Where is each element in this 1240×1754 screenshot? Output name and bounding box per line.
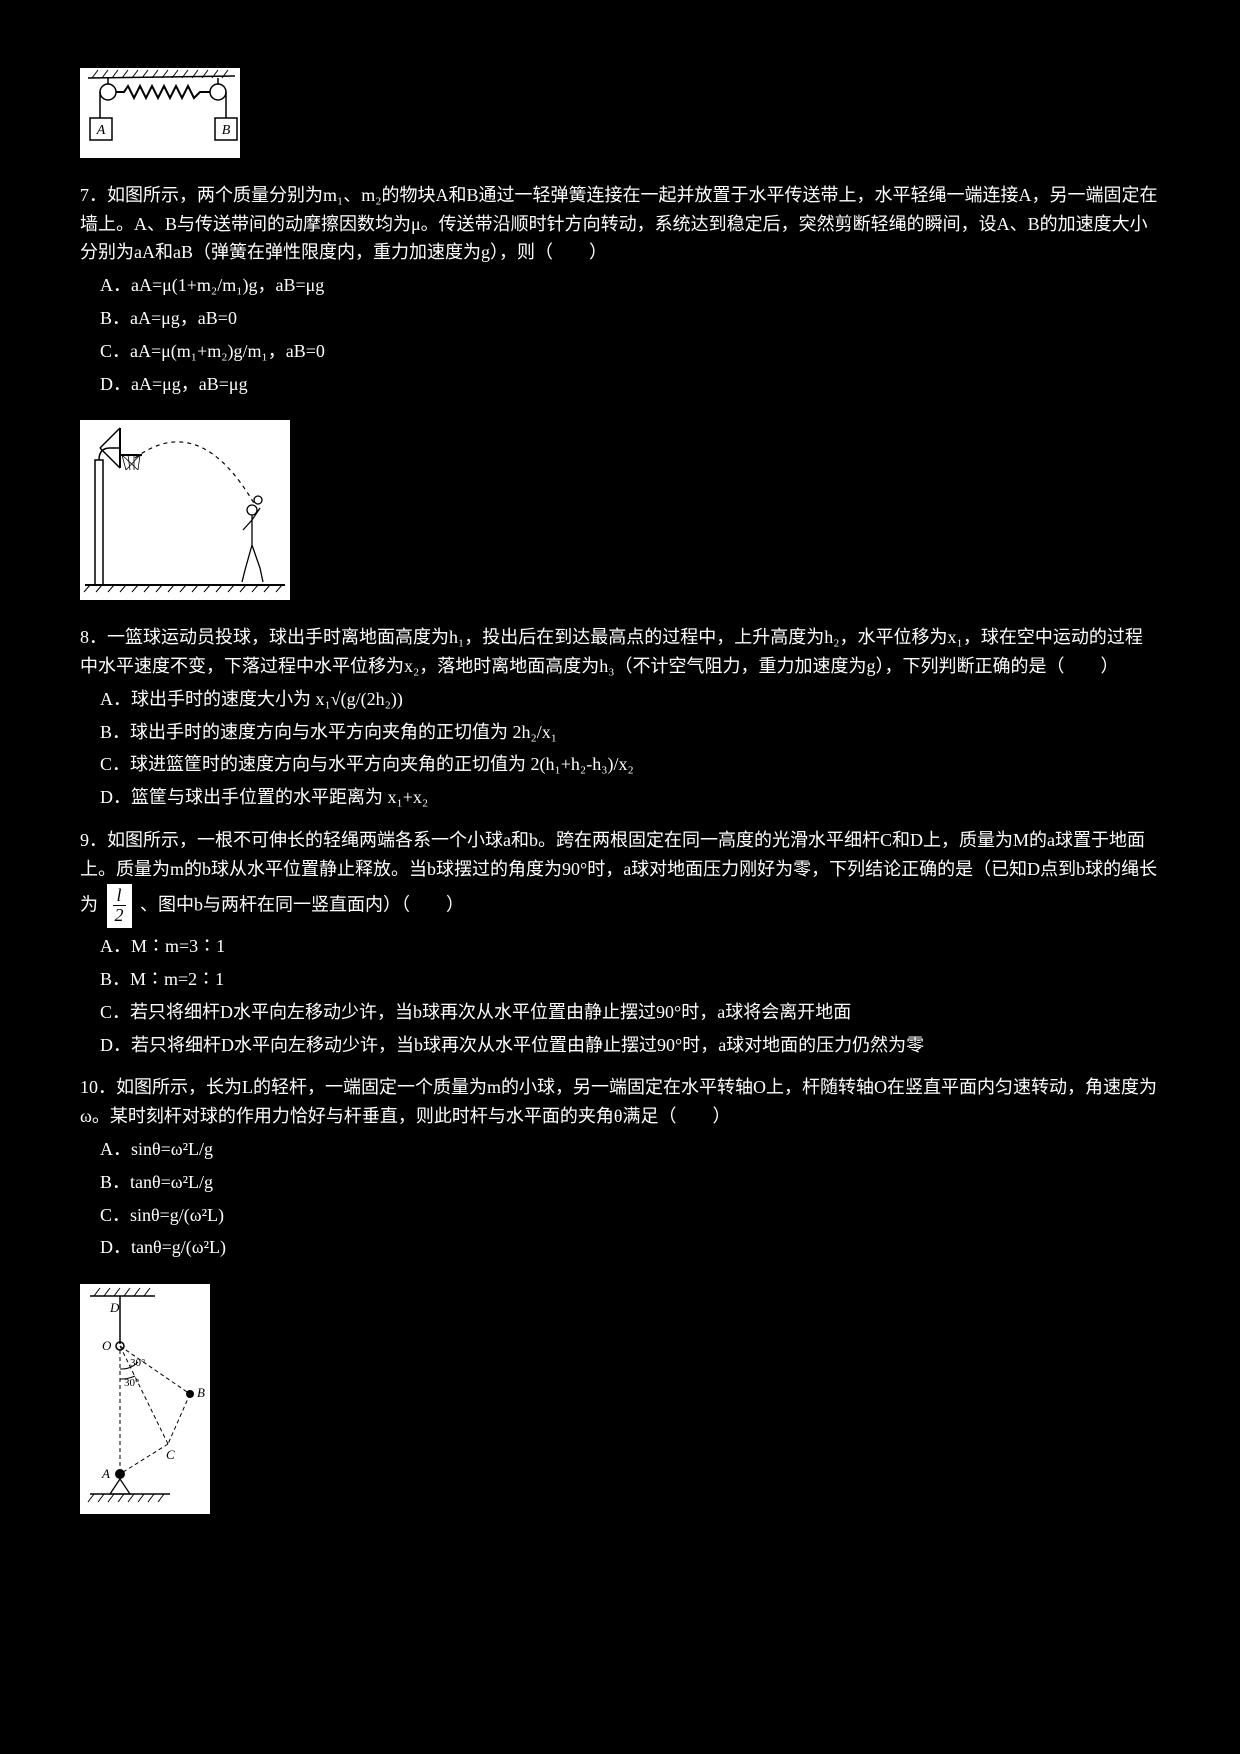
question-7-choice-C: C．aA=μ(m₁+m₂)g/m₁，aB=0 — [100, 337, 1160, 366]
question-10-choice-C: C．sinθ=g/(ω²L) — [100, 1201, 1160, 1230]
svg-text:D: D — [109, 1300, 120, 1315]
svg-text:B: B — [197, 1385, 205, 1400]
svg-text:O: O — [102, 1338, 112, 1353]
spring-pulley-figure: A B — [80, 68, 240, 158]
question-8-choice-D: D．篮筐与球出手位置的水平距离为 x₁+x₂ — [100, 783, 1160, 812]
question-10-choice-D: D．tanθ=g/(ω²L) — [100, 1233, 1160, 1262]
svg-text:B: B — [222, 123, 231, 138]
question-7-choice-B: B．aA=μg，aB=0 — [100, 304, 1160, 333]
question-7-choice-D: D．aA=μg，aB=μg — [100, 370, 1160, 399]
question-9-choice-A: A．M∶m=3∶1 — [100, 932, 1160, 961]
fraction-l-over-2: l 2 — [107, 884, 132, 929]
question-8-choice-B: B．球出手时的速度方向与水平方向夹角的正切值为 2h₂/x₁ — [100, 718, 1160, 747]
question-10-choice-A: A．sinθ=ω²L/g — [100, 1135, 1160, 1164]
fraction-numerator: l — [113, 886, 126, 907]
question-9-choice-B: B．M∶m=2∶1 — [100, 965, 1160, 994]
basketball-figure — [80, 420, 290, 600]
question-8-stem: 8．一篮球运动员投球，球出手时离地面高度为h₁，投出后在到达最高点的过程中，上升… — [80, 623, 1160, 681]
question-7-choice-A: A．aA=μ(1+m₂/m₁)g，aB=μg — [100, 271, 1160, 300]
question-10-stem: 10．如图所示，长为L的轻杆，一端固定一个质量为m的小球，另一端固定在水平转轴O… — [80, 1073, 1160, 1131]
question-8-choice-A: A．球出手时的速度大小为 x₁√(g/(2h₂)) — [100, 685, 1160, 714]
question-8: 8．一篮球运动员投球，球出手时离地面高度为h₁，投出后在到达最高点的过程中，上升… — [80, 623, 1160, 812]
question-7-stem: 7．如图所示，两个质量分别为m₁、m₂的物块A和B通过一轻弹簧连接在一起并放置于… — [80, 181, 1160, 267]
question-9-choice-D: D．若只将细杆D水平向左移动少许，当b球再次从水平位置由静止摆过90°时，a球对… — [100, 1031, 1160, 1060]
question-10-choice-B: B．tanθ=ω²L/g — [100, 1168, 1160, 1197]
svg-text:30°: 30° — [130, 1357, 145, 1369]
question-10: 10．如图所示，长为L的轻杆，一端固定一个质量为m的小球，另一端固定在水平转轴O… — [80, 1073, 1160, 1262]
svg-text:C: C — [166, 1447, 175, 1462]
svg-text:A: A — [96, 123, 106, 138]
question-7: 7．如图所示，两个质量分别为m₁、m₂的物块A和B通过一轻弹簧连接在一起并放置于… — [80, 181, 1160, 399]
question-9-stem: 9．如图所示，一根不可伸长的轻绳两端各系一个小球a和b。跨在两根固定在同一高度的… — [80, 826, 1160, 928]
question-9: 9．如图所示，一根不可伸长的轻绳两端各系一个小球a和b。跨在两根固定在同一高度的… — [80, 826, 1160, 1059]
question-9-stem-post: 、图中b与两杆在同一竖直面内）（ ） — [140, 894, 464, 914]
pendulum-figure: D O 30° 30° B C — [80, 1284, 210, 1514]
svg-text:A: A — [101, 1466, 110, 1481]
question-8-choice-C: C．球进篮筐时的速度方向与水平方向夹角的正切值为 2(h₁+h₂-h₃)/x₂ — [100, 750, 1160, 779]
question-9-choice-C: C．若只将细杆D水平向左移动少许，当b球再次从水平位置由静止摆过90°时，a球将… — [100, 998, 1160, 1027]
svg-text:30°: 30° — [124, 1377, 139, 1389]
fraction-denominator: 2 — [113, 906, 126, 926]
